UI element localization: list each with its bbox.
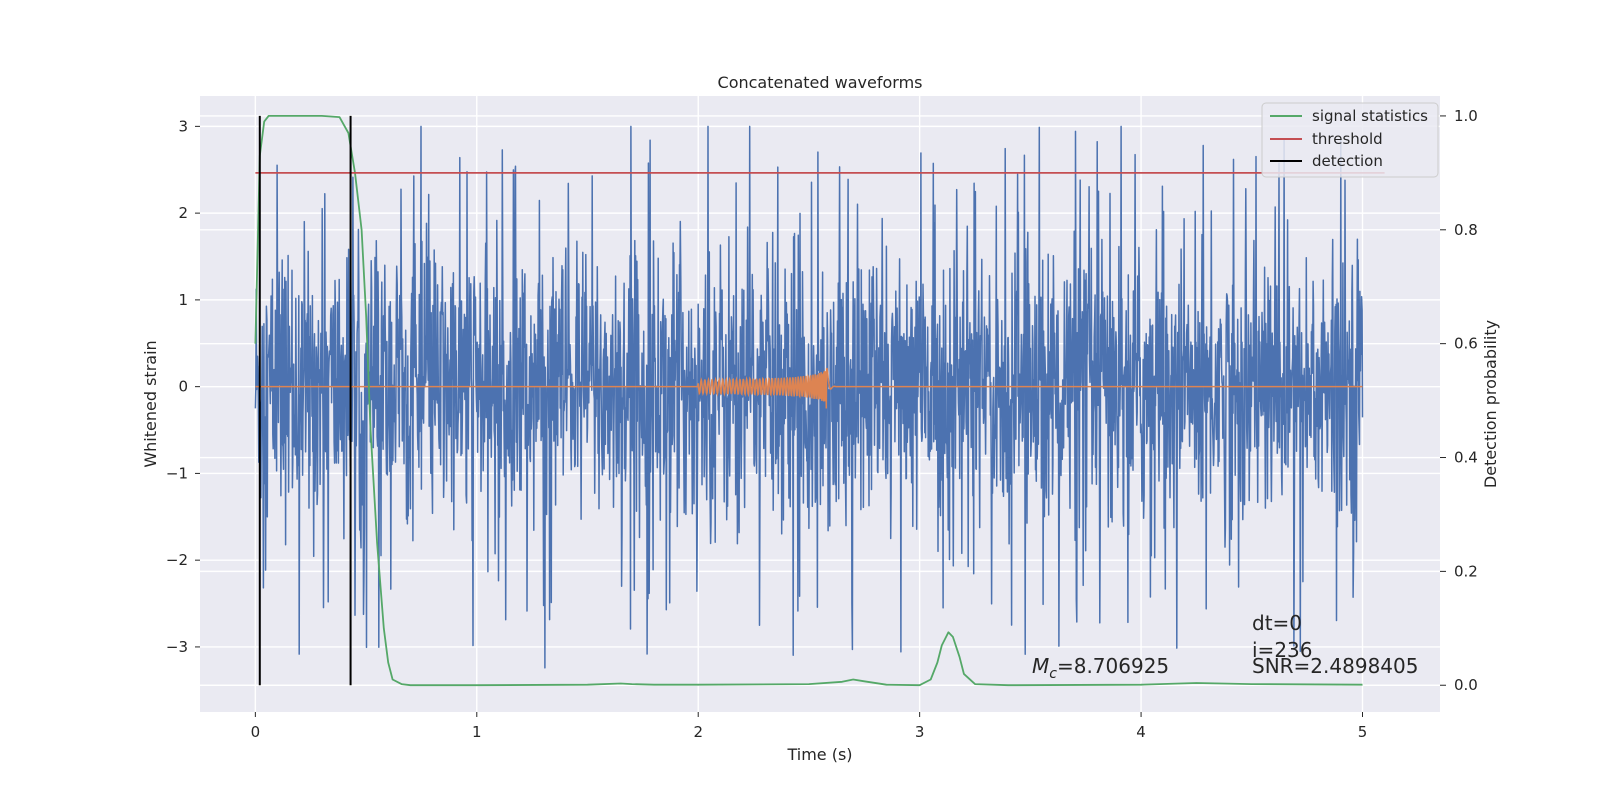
x-tick-label: 3 <box>915 723 925 741</box>
x-tick-label: 1 <box>472 723 482 741</box>
annotation-i: i=236 <box>1252 638 1313 662</box>
x-tick-label: 5 <box>1358 723 1368 741</box>
legend-label-detection: detection <box>1312 152 1383 170</box>
signal-statistics-line <box>254 115 1363 687</box>
legend-box <box>1261 102 1439 178</box>
ticks-layer: 0 1 2 3 4 5 −3 −2 −1 0 1 2 3 0.0 0.2 0.4 0.6 0.8 1.0 <box>166 107 1478 741</box>
y-tick-label-right: 0.2 <box>1454 562 1478 580</box>
annotation-mc-symbol: M <box>1032 654 1049 678</box>
legend-label-signal-statistics: signal statistics <box>1312 107 1428 125</box>
y-tick-label-right: 0.0 <box>1454 676 1478 694</box>
svg-text:Mc=8.706925: Mc=8.706925 <box>1032 654 1169 682</box>
series-line-whitened-strain <box>254 125 1364 669</box>
y-tick-label-left: −3 <box>166 638 188 656</box>
x-tick-label: 0 <box>251 723 261 741</box>
chart-title: Concatenated waveforms <box>718 73 923 92</box>
y-tick-label-right: 0.4 <box>1454 449 1478 467</box>
legend-label-threshold: threshold <box>1312 130 1383 148</box>
x-tick-label: 4 <box>1136 723 1146 741</box>
y-tick-label-right: 0.6 <box>1454 335 1478 353</box>
y-tick-label-left: −2 <box>166 551 188 569</box>
y-tick-label-right: 1.0 <box>1454 107 1478 125</box>
y-tick-label-left: 3 <box>178 117 188 135</box>
x-tick-label: 2 <box>693 723 703 741</box>
y-axis-label-left: Whitened strain <box>141 340 160 467</box>
y-tick-label-right: 0.8 <box>1454 221 1478 239</box>
annotation-mc: Mc=8.706925 <box>1032 654 1169 682</box>
y-tick-label-left: 0 <box>178 378 188 396</box>
y-tick-label-left: 1 <box>178 291 188 309</box>
y-tick-label-left: 2 <box>178 204 188 222</box>
annotation-mc-subscript: c <box>1049 666 1057 682</box>
series-layer <box>254 115 1385 687</box>
series-line-signal <box>255 367 1363 409</box>
legend: signal statistics threshold detection <box>1261 102 1439 178</box>
y-tick-label-left: −1 <box>166 464 188 482</box>
y-axis-label-right: Detection probability <box>1481 320 1500 488</box>
x-axis-label: Time (s) <box>786 745 852 764</box>
annotation-snr: SNR=2.4898405 <box>1252 654 1418 678</box>
annotation-dt: dt=0 <box>1252 611 1302 635</box>
annotation-mc-value: =8.706925 <box>1057 654 1169 678</box>
